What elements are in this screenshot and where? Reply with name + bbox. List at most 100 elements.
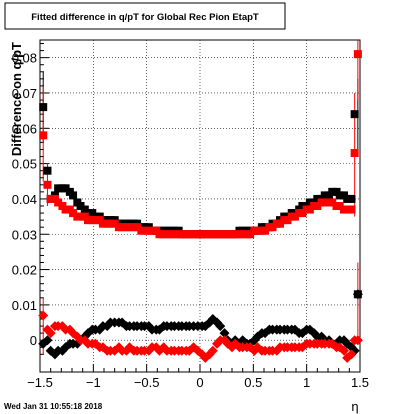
data-point-square (162, 230, 171, 239)
data-point-square (170, 230, 179, 239)
data-point-square (125, 223, 134, 232)
data-point-square (43, 180, 52, 189)
data-point-square (347, 205, 356, 214)
data-point-square (347, 194, 356, 203)
data-point-square (177, 230, 186, 239)
data-point-square (39, 103, 48, 112)
data-point-diamond (352, 289, 363, 300)
data-point-square (98, 219, 107, 228)
data-point-square (54, 184, 63, 193)
y-tick-label: 0.04 (12, 192, 37, 207)
axes: −1.5 −1 −0.5 0 0.5 1 1.5 0 0.01 0.02 0.03 0.04 0.05 0… (12, 39, 369, 390)
data-point-square (328, 187, 337, 196)
data-point-square (223, 230, 232, 239)
title-frame (4, 2, 286, 30)
data-point-square (261, 226, 270, 235)
data-point-square (155, 230, 164, 239)
data-point-square (305, 198, 314, 207)
data-point-square (133, 223, 142, 232)
data-point-square (39, 131, 48, 140)
data-point-square (343, 205, 352, 214)
data-point-square (69, 191, 78, 200)
y-tick-label: 0.08 (12, 51, 37, 66)
data-point-square (106, 219, 115, 228)
data-point-square (201, 230, 210, 239)
x-tick-label: 0 (196, 375, 203, 390)
data-point-square (61, 205, 70, 214)
data-point-square (140, 226, 149, 235)
data-point-square (353, 50, 362, 59)
data-point-diamond (42, 335, 53, 346)
data-point-square (208, 230, 217, 239)
y-tick-label: 0 (30, 333, 37, 348)
y-tick-label: 0.05 (12, 157, 37, 172)
data-point-square (305, 205, 314, 214)
data-point-square (268, 223, 277, 232)
data-point-square (320, 198, 329, 207)
data-point-diamond (219, 328, 230, 339)
data-point-square (54, 198, 63, 207)
y-axis-label: Difference on q/pT (9, 42, 24, 156)
data-point-square (335, 202, 344, 210)
data-point-square (298, 202, 307, 210)
data-point-square (84, 216, 92, 225)
data-point-square (118, 223, 127, 232)
data-point-square (328, 198, 337, 207)
data-point-square (61, 184, 70, 193)
series-2-diamond-markers (38, 289, 363, 360)
footer-timestamp: Wed Jan 31 10:55:18 2018 (4, 402, 103, 411)
data-point-square (69, 209, 78, 218)
data-point-square (313, 202, 322, 210)
data-point-square (350, 110, 359, 119)
title-box: Fitted difference in q/pT for Global Rec… (4, 2, 286, 30)
data-point-square (46, 194, 55, 203)
data-point-square (320, 191, 329, 200)
data-point-square (335, 191, 344, 200)
data-point-diamond (45, 328, 56, 339)
data-point-square (350, 149, 359, 158)
x-tick-label: 1.5 (351, 375, 369, 390)
data-point-square (276, 219, 284, 228)
data-point-diamond (339, 345, 349, 356)
data-point-square (343, 194, 352, 203)
data-point-square (283, 216, 292, 225)
data-point-square (148, 226, 156, 235)
data-point-diamond (346, 349, 357, 360)
y-tick-label: 0.01 (12, 298, 37, 313)
y-tick-label: 0.07 (12, 86, 37, 101)
data-point-square (238, 230, 247, 239)
data-point-diamond (207, 345, 218, 356)
data-point-square (298, 209, 307, 218)
chart-title: Fitted difference in q/pT for Global Rec… (31, 12, 259, 23)
data-point-square (216, 230, 225, 239)
data-point-square (313, 194, 322, 203)
data-markers (38, 40, 363, 363)
data-point-square (193, 230, 202, 239)
data-point-square (290, 212, 299, 221)
data-point-square (231, 230, 240, 239)
data-point-square (189, 230, 198, 239)
x-tick-label: −1.5 (27, 375, 53, 390)
data-point-square (253, 226, 262, 235)
data-point-square (185, 230, 194, 239)
data-point-square (110, 219, 119, 228)
x-tick-label: −1 (86, 375, 101, 390)
data-point-square (43, 166, 52, 175)
data-point-square (76, 212, 85, 221)
x-tick-label: 0.5 (244, 375, 262, 390)
data-point-diamond (215, 321, 226, 332)
data-point-square (246, 230, 255, 239)
x-tick-label: 1 (303, 375, 310, 390)
y-tick-label: 0.06 (12, 121, 37, 136)
x-axis-label: η (351, 399, 358, 414)
data-point-square (91, 216, 100, 225)
data-point-diamond (352, 335, 363, 346)
x-tick-label: −0.5 (134, 375, 160, 390)
y-tick-label: 0.02 (12, 263, 37, 278)
series-3-diamond-markers (38, 310, 363, 363)
y-tick-label: 0.03 (12, 227, 37, 242)
data-point-square (76, 202, 85, 210)
series-1-square-markers (39, 50, 362, 239)
data-point-diamond (38, 310, 49, 321)
